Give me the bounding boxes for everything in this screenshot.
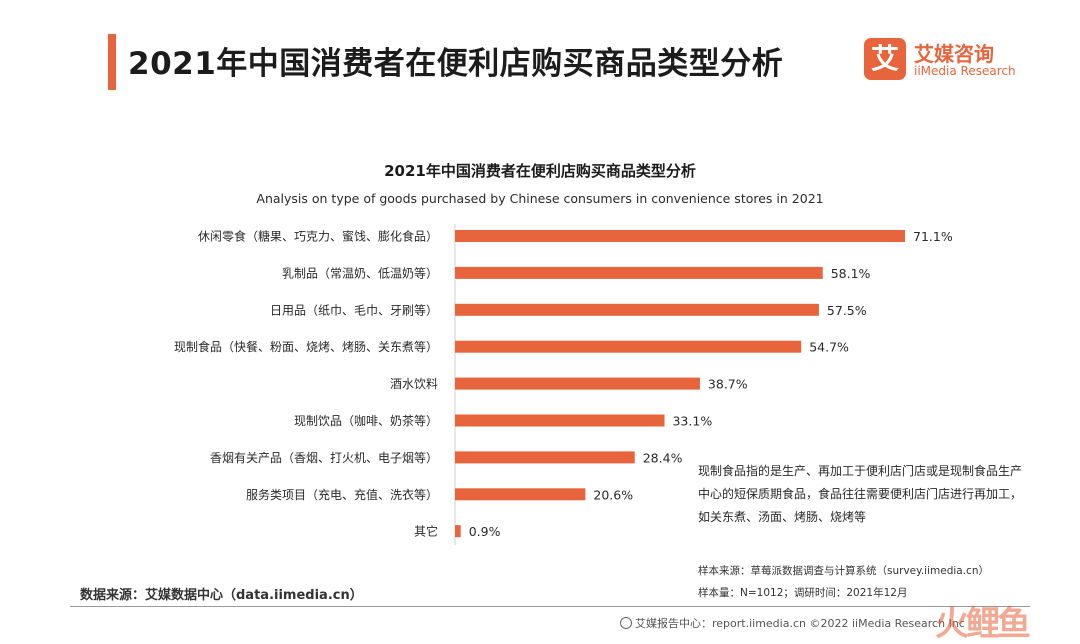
- category-label: 现制饮品（咖啡、奶茶等）: [294, 413, 438, 428]
- category-label: 服务类项目（充电、充值、洗衣等）: [246, 487, 438, 502]
- footer-divider: [70, 606, 1030, 607]
- bar: [455, 414, 665, 427]
- page-title: 2021年中国消费者在便利店购买商品类型分析: [128, 46, 784, 82]
- category-label: 日用品（纸巾、毛巾、牙刷等）: [270, 303, 438, 317]
- value-label: 58.1%: [831, 266, 871, 281]
- chart-subtitle: Analysis on type of goods purchased by C…: [256, 191, 824, 206]
- chart-title: 2021年中国消费者在便利店购买商品类型分析: [384, 162, 696, 180]
- logo-name-en: iiMedia Research: [914, 64, 1016, 78]
- sample-size: 样本量：N=1012；调研时间：2021年12月: [698, 587, 908, 599]
- value-label: 28.4%: [643, 450, 683, 465]
- value-label: 54.7%: [809, 340, 849, 355]
- title-accent-bar: [108, 34, 116, 90]
- bar: [455, 488, 586, 501]
- data-source: 数据来源：艾媒数据中心（data.iimedia.cn）: [80, 588, 363, 603]
- value-label: 0.9%: [469, 524, 501, 539]
- watermark-logo: 火鲤鱼: [935, 604, 1031, 644]
- bar: [455, 525, 461, 538]
- value-label: 71.1%: [913, 229, 953, 244]
- bar: [455, 377, 700, 390]
- category-label: 乳制品（常温奶、低温奶等）: [282, 266, 438, 280]
- footer-text: 艾媒报告中心：report.iimedia.cn ©2022 iiMedia R…: [635, 617, 965, 630]
- bar: [455, 451, 635, 464]
- footer: 艾媒报告中心：report.iimedia.cn ©2022 iiMedia R…: [620, 615, 965, 631]
- bar: [455, 340, 802, 353]
- category-label: 现制食品（快餐、粉面、烧烤、烤肠、关东煮等）: [174, 339, 438, 354]
- category-label: 酒水饮料: [390, 377, 438, 391]
- category-label: 其它: [414, 524, 438, 539]
- report-center-icon: [620, 617, 632, 629]
- value-label: 20.6%: [593, 487, 633, 502]
- sample-source: 样本来源：草莓派数据调查与计算系统（survey.iimedia.cn）: [698, 565, 989, 577]
- bar: [455, 230, 905, 242]
- bar: [455, 266, 823, 279]
- chart-note: 现制食品指的是生产、再加工于便利店门店或是现制食品生产中心的短保质期食品，食品往…: [698, 464, 1023, 524]
- category-label: 休闲零食（糖果、巧克力、蜜饯、膨化食品）: [198, 229, 438, 244]
- bar: [455, 303, 819, 316]
- value-label: 57.5%: [827, 303, 867, 318]
- logo-mark: 艾: [864, 38, 906, 80]
- value-label: 33.1%: [672, 414, 712, 429]
- brand-logo: 艾 艾媒咨询 iiMedia Research: [864, 38, 1024, 82]
- value-label: 38.7%: [708, 377, 748, 392]
- logo-name-cn: 艾媒咨询: [914, 42, 994, 66]
- category-label: 香烟有关产品（香烟、打火机、电子烟等）: [210, 451, 438, 465]
